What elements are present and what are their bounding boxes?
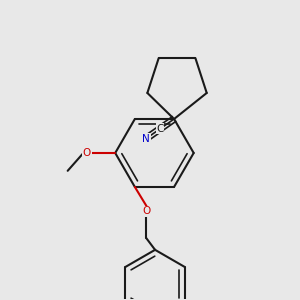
Text: O: O (83, 148, 91, 158)
Text: O: O (142, 206, 150, 216)
Text: N: N (142, 134, 150, 144)
Text: C: C (156, 124, 164, 134)
